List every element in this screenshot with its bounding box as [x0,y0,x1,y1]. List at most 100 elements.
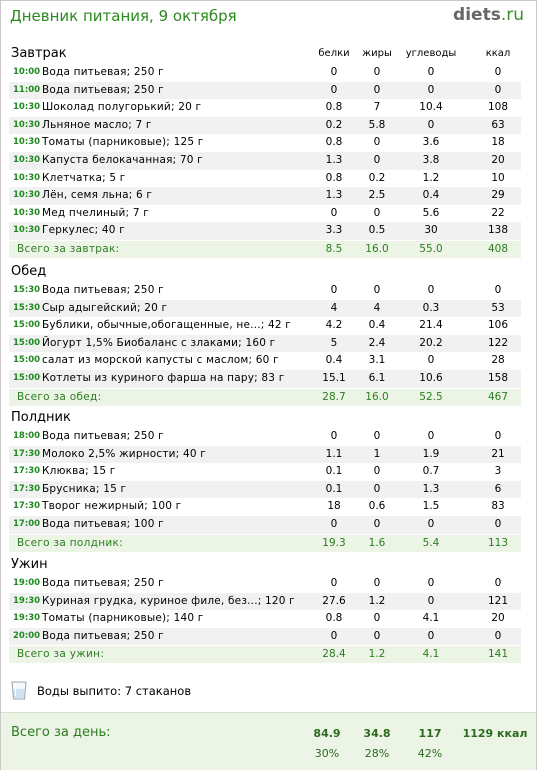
table-row[interactable]: 19:30 Томаты (парниковые); 140 г 0.8 0 4.1 20 [9,610,521,628]
row-food-name: Вода питьевая; 250 г [42,629,164,642]
row-protein: 0.8 [325,101,343,114]
table-row[interactable]: 10:00 Вода питьевая; 250 г 0 0 0 0 [9,64,521,82]
row-carbs: 0.7 [422,465,440,478]
table-row[interactable]: 10:30 Геркулес; 40 г 3.3 0.5 30 138 [9,222,521,240]
table-row[interactable]: 19:30 Куриная грудка, куриное филе, без..… [9,592,521,611]
meal-total-fat: 16.0 [365,390,389,403]
table-row[interactable]: 20:00 Вода питьевая; 250 г 0 0 0 0 [9,627,521,646]
row-food-name: Лён, семя льна; 6 г [42,189,153,202]
column-headers: белки жиры углеводы ккал [1,48,536,62]
table-row[interactable]: 17:00 Вода питьевая; 100 г 0 0 0 0 [9,516,521,534]
day-total-label: Всего за день: [11,725,111,740]
row-fat: 0.5 [368,224,386,237]
row-carbs: 1.2 [422,171,440,184]
row-carbs: 20.2 [419,336,443,349]
row-kcal: 106 [487,319,509,332]
row-kcal: 0 [494,629,502,642]
row-fat: 7 [373,101,381,114]
table-row[interactable]: 11:00 Вода питьевая; 250 г 0 0 0 0 [9,81,521,100]
row-food-name: Томаты (парниковые); 125 г [42,136,204,149]
row-food-name: Брусника; 15 г [42,482,127,495]
row-carbs: 30 [424,224,438,237]
row-fat: 2.5 [368,189,386,202]
row-protein: 1.3 [325,189,343,202]
meal-total-kcal: 467 [487,390,509,403]
row-fat: 0 [373,136,381,149]
row-protein: 4.2 [325,319,343,332]
site-logo[interactable]: diets.ru [453,5,524,25]
row-time: 15:30 [13,285,41,295]
logo-main: diets [453,5,501,25]
row-protein: 0.1 [325,465,343,478]
row-time: 17:00 [13,519,41,529]
table-row[interactable]: 15:00 Бублики, обычные,обогащенные, не...… [9,317,521,335]
table-row[interactable]: 15:00 Йогурт 1,5% Биобаланс с злаками; 16… [9,334,521,353]
table-row[interactable]: 10:30 Льняное масло; 7 г 0.2 5.8 0 63 [9,116,521,135]
row-carbs: 10.4 [419,101,443,114]
table-row[interactable]: 10:30 Лён, семя льна; 6 г 1.3 2.5 0.4 29 [9,187,521,205]
table-row[interactable]: 17:30 Брусника; 15 г 0.1 0 1.3 6 [9,480,521,499]
table-row[interactable]: 17:30 Клюква; 15 г 0.1 0 0.7 3 [9,463,521,481]
row-kcal: 22 [491,206,505,219]
meal-total-carbs: 4.1 [422,648,440,661]
table-row[interactable]: 17:30 Творог нежирный; 100 г 18 0.6 1.5 83 [9,498,521,516]
row-kcal: 18 [491,136,505,149]
column-header-kcal: ккал [485,48,511,59]
table-row[interactable]: 10:30 Шоколад полугорький; 20 г 0.8 7 10.4 10… [9,99,521,117]
meal-total-row: Всего за обед: 28.7 16.0 52.5 467 [9,388,521,406]
row-kcal: 6 [494,482,502,495]
meal-total-protein: 8.5 [325,243,343,255]
row-fat: 0 [373,629,381,642]
row-fat: 0 [373,430,381,442]
row-carbs: 0.4 [422,189,440,202]
table-row[interactable]: 10:30 Капуста белокачанная; 70 г 1.3 0 3.8 20 [9,152,521,170]
table-row[interactable]: 15:30 Вода питьевая; 250 г 0 0 0 0 [9,282,521,300]
table-row[interactable]: 19:00 Вода питьевая; 250 г 0 0 0 0 [9,575,521,593]
row-kcal: 122 [487,336,509,349]
row-food-name: Бублики, обычные,обогащенные, не...; 42 … [42,319,292,332]
row-carbs: 0 [427,430,435,442]
meal-title: Полдник [11,410,71,425]
table-row[interactable]: 15:30 Сыр адыгейский; 20 г 4 4 0.3 53 [9,299,521,318]
meal-total-label: Всего за ужин: [17,648,105,661]
day-pct-fat: 28% [364,747,390,760]
row-protein: 0.8 [325,171,343,184]
meal-total-carbs: 5.4 [422,536,440,549]
row-fat: 0 [373,518,381,530]
table-row[interactable]: 17:30 Молоко 2,5% жирности; 40 г 1.1 1 1.9 21 [9,445,521,464]
day-total-carbs: 117 [418,727,442,740]
row-protein: 0 [330,518,338,530]
meal-total-kcal: 408 [487,243,509,255]
day-total-kcal: 1129 ккал [462,727,528,740]
meal-total-kcal: 113 [487,536,509,549]
row-kcal: 0 [494,284,502,296]
table-row[interactable]: 15:00 Котлеты из куриного фарша на пару; … [9,370,521,388]
row-food-name: Льняное масло; 7 г [42,118,152,131]
row-kcal: 121 [487,594,509,607]
table-row[interactable]: 10:30 Мед пчелиный; 7 г 0 0 5.6 22 [9,205,521,223]
meal-total-row: Всего за полдник: 19.3 1.6 5.4 113 [9,534,521,552]
table-row[interactable]: 10:30 Клетчатка; 5 г 0.8 0.2 1.2 10 [9,170,521,188]
row-food-name: Капуста белокачанная; 70 г [42,154,203,166]
column-header-carbs: углеводы [405,48,457,59]
row-kcal: 63 [491,118,505,131]
row-protein: 0 [330,66,338,78]
meal-total-label: Всего за завтрак: [17,243,120,255]
row-kcal: 20 [491,154,505,166]
table-row[interactable]: 10:30 Томаты (парниковые); 125 г 0.8 0 3.6 18 [9,134,521,152]
meal-title: Завтрак [11,46,67,61]
row-fat: 0 [373,284,381,296]
row-food-name: Сыр адыгейский; 20 г [42,301,168,314]
row-food-name: Вода питьевая; 250 г [42,83,164,96]
row-carbs: 0 [427,518,435,530]
page-title: Дневник питания, 9 октября [10,7,237,25]
row-kcal: 3 [494,465,502,478]
table-row[interactable]: 18:00 Вода питьевая; 250 г 0 0 0 0 [9,428,521,446]
row-kcal: 10 [491,171,505,184]
row-food-name: Томаты (парниковые); 140 г [42,612,204,625]
table-row[interactable]: 15:00 салат из морской капусты с маслом; … [9,352,521,370]
row-protein: 0 [330,206,338,219]
row-fat: 0 [373,206,381,219]
row-protein: 0.4 [325,354,343,367]
row-kcal: 138 [487,224,509,237]
